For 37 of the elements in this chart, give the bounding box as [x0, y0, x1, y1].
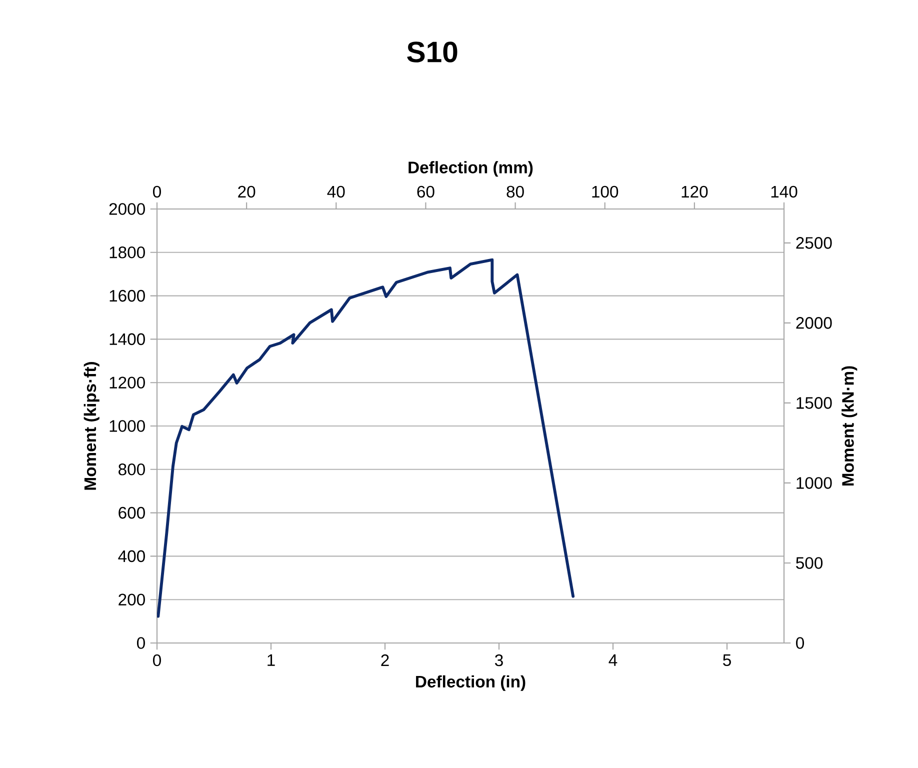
y2-tick-label: 0	[796, 637, 804, 649]
y2-tick-label: 500	[796, 557, 823, 569]
line-series	[157, 258, 575, 618]
x-axis-title: Deflection (in)	[416, 675, 526, 691]
x2-axis-title: Deflection (mm)	[408, 161, 533, 177]
y-tick-label: 0	[137, 637, 145, 649]
x2-tick-label: 80	[506, 186, 524, 198]
x-tick-label: 1	[268, 654, 275, 666]
x2-tick-label: 0	[153, 186, 161, 198]
y2-tick-label: 1000	[796, 477, 832, 489]
y2-axis-title: Moment (kN·m)	[842, 366, 858, 486]
x-tick-label: 5	[723, 654, 731, 666]
chart-title: S10	[407, 42, 458, 62]
y-tick-label: 800	[118, 464, 145, 476]
y-tick-label: 400	[118, 550, 145, 562]
y-tick-label: 600	[118, 506, 145, 519]
y2-tick-label: 1500	[796, 397, 832, 409]
x2-tick-label: 40	[327, 186, 345, 198]
x2-tick-label: 140	[771, 186, 798, 198]
x-tick-label: 0	[153, 654, 161, 666]
x2-tick-label: 120	[682, 186, 708, 198]
y-tick-label: 1400	[110, 333, 145, 346]
y-tick-label: 1600	[110, 290, 145, 302]
y-tick-label: 200	[118, 594, 145, 606]
x2-tick-label: 20	[238, 186, 256, 198]
y-tick-label: 2000	[109, 203, 145, 215]
y-axis-title: Moment (kips·ft)	[84, 362, 100, 490]
x-tick-label: 3	[494, 654, 503, 666]
x-tick-label: 4	[608, 654, 618, 666]
x-tick-label: 2	[381, 654, 389, 666]
y-tick-label: 1800	[110, 246, 145, 258]
y-tick-label: 1000	[110, 420, 145, 432]
y-tick-label: 1200	[110, 376, 145, 389]
y2-tick-label: 2500	[796, 237, 832, 249]
x2-tick-label: 100	[592, 186, 618, 198]
y2-tick-label: 2000	[796, 317, 832, 329]
x2-tick-label: 60	[417, 186, 434, 198]
